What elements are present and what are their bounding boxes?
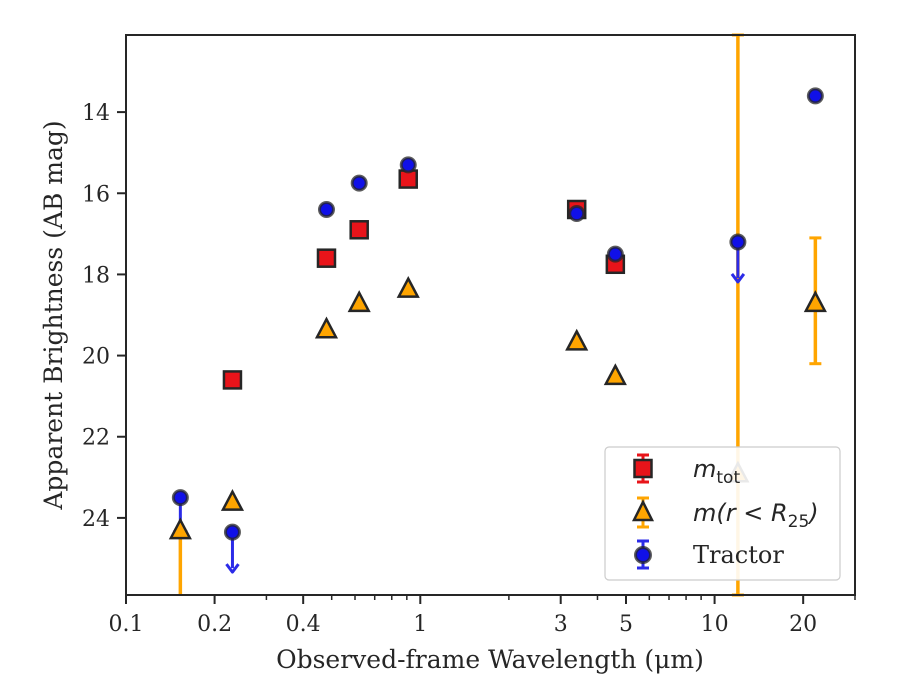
tractor-limit-arrow-7 <box>730 273 746 284</box>
x-tick-label-3: 1 <box>413 612 427 637</box>
tractor-point-8 <box>806 87 824 105</box>
m-r-r25-point-1 <box>220 488 245 511</box>
tractor-point-1 <box>223 523 241 541</box>
legend-mtot-base: m <box>693 455 716 483</box>
legend-entry-mr25: m(r < R25) <box>631 496 819 532</box>
x-tick-label-7: 20 <box>789 612 817 637</box>
tractor-point-2 <box>317 200 335 218</box>
m-r-r25-point-6 <box>603 363 627 386</box>
axis-ticks: 0.1 0.2 0.4 1 3 5 10 20 14 16 18 20 22 24 <box>82 101 856 637</box>
legend-mtot-sub: tot <box>716 468 740 488</box>
m-tot-point-2 <box>349 220 369 240</box>
legend-mtot-marker <box>633 458 653 479</box>
m-tot-point-0 <box>222 370 243 390</box>
y-tick-label-2: 18 <box>82 263 110 288</box>
legend: mtot m(r < R25) Tractor <box>604 446 841 581</box>
m-r-r25-point-2 <box>314 316 339 339</box>
legend-mr25-marker <box>631 499 655 522</box>
legend-mtot-label: mtot <box>693 455 740 488</box>
m-r-r25-point-3 <box>347 290 371 313</box>
x-tick-label-4: 3 <box>554 612 568 637</box>
legend-tractor-label: Tractor <box>693 541 784 569</box>
legend-tractor-marker <box>634 546 652 564</box>
legend-mr25-base: m(r < R <box>693 499 788 527</box>
y-tick-label-5: 24 <box>82 507 110 532</box>
tractor-point-5 <box>568 205 586 223</box>
y-tick-label-1: 16 <box>82 182 110 207</box>
tractor-point-7 <box>729 233 747 251</box>
tractor-point-6 <box>606 245 624 263</box>
m-r-r25-point-0 <box>168 517 192 540</box>
x-tick-label-5: 5 <box>619 612 633 637</box>
data-markers <box>168 87 827 541</box>
m-r-r25-point-4 <box>396 275 420 298</box>
plot-frame <box>125 34 856 596</box>
legend-box <box>604 446 841 581</box>
legend-entry-mtot: mtot <box>633 453 740 488</box>
y-axis-label: Apparent Brightness (AB mag) <box>39 120 68 510</box>
legend-entry-tractor: Tractor <box>634 539 784 570</box>
x-tick-label-6: 10 <box>701 612 729 637</box>
y-tick-label-4: 22 <box>82 426 110 451</box>
x-tick-label-2: 0.4 <box>286 612 321 637</box>
tractor-point-0 <box>171 489 189 507</box>
y-tick-label-3: 20 <box>82 345 110 370</box>
legend-mr25-close: ) <box>807 499 818 527</box>
x-axis-label: Observed-frame Wavelength (μm) <box>276 645 704 674</box>
tractor-point-4 <box>399 156 417 174</box>
m-r-r25-point-8 <box>803 290 827 313</box>
x-tick-label-1: 0.2 <box>197 612 232 637</box>
m-tot-point-1 <box>316 248 337 268</box>
tractor-limit-arrow-1 <box>225 563 240 574</box>
legend-mr25-label: m(r < R25) <box>693 499 819 532</box>
x-tick-label-0: 0.1 <box>109 612 144 637</box>
y-tick-label-0: 14 <box>82 101 110 126</box>
tractor-point-3 <box>350 174 368 192</box>
legend-mr25-sub: 25 <box>788 512 810 532</box>
m-r-r25-point-5 <box>565 328 589 351</box>
